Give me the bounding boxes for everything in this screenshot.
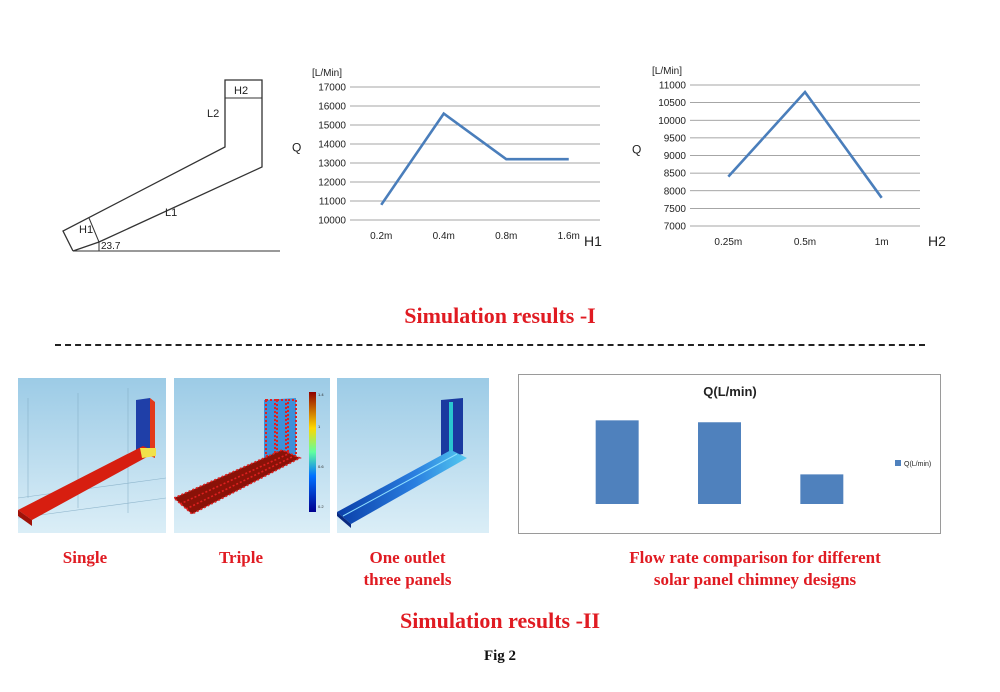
- y-axis-label: Q: [292, 141, 301, 155]
- caption-single: Single: [62, 548, 108, 567]
- h2-label: H2: [234, 85, 248, 97]
- simulation-results-2-title: Simulation results -II: [399, 608, 601, 633]
- y-tick-label: 7000: [664, 222, 687, 233]
- h1-label: H1: [79, 224, 93, 236]
- l1-label: L1: [165, 207, 177, 219]
- y-unit-label: [L/Min]: [312, 68, 342, 79]
- y-tick-label: 8000: [664, 186, 687, 197]
- bar: [595, 420, 639, 504]
- caption-flow-rate: Flow rate comparison for different solar…: [560, 547, 950, 591]
- y-unit-label: [L/Min]: [652, 66, 682, 77]
- chart-flow-rate-bar: 05000100001500020000250003000035000singl…: [518, 374, 941, 534]
- y-tick-label: 11000: [659, 81, 687, 92]
- simulation-image-single: [18, 378, 166, 533]
- x-tick-label: 0.2m: [370, 231, 392, 242]
- y-tick-label: 13000: [318, 159, 346, 170]
- caption-flow-rate-line2: solar panel chimney designs: [653, 570, 857, 589]
- y-tick-label: 9500: [664, 133, 687, 144]
- schematic-outline: [62, 79, 263, 252]
- x-tick-label: 1.6m: [558, 231, 580, 242]
- caption-one-outlet-line2: three panels: [363, 570, 452, 589]
- simulation-image-triple: 1.4 1 0.6 0.2: [174, 378, 330, 533]
- y-tick-label: 9000: [664, 151, 687, 162]
- legend-swatch: [895, 460, 901, 466]
- y-axis-label: Q: [632, 143, 641, 157]
- caption-one-outlet: One outlet three panels: [340, 547, 475, 591]
- simulation-image-one-outlet: [337, 378, 489, 533]
- series-line: [380, 111, 569, 206]
- y-tick-label: 10000: [318, 216, 346, 227]
- bar: [800, 474, 844, 504]
- y-tick-label: 11000: [319, 197, 347, 208]
- svg-text:1: 1: [318, 424, 321, 429]
- chart-q-vs-h2: 7000 7500 8000 8500 9000 9500 10000 10500 11000 0…: [632, 66, 946, 249]
- simulation-results-1-title: Simulation results -I: [404, 303, 596, 328]
- x-axis-label: H1: [584, 233, 602, 249]
- chimney-schematic: H2 L2 L1 H1 23.7: [62, 79, 280, 252]
- y-tick-label: 14000: [318, 140, 346, 151]
- legend-label: Q(L/min): [904, 461, 931, 468]
- svg-text:0.2: 0.2: [318, 504, 324, 509]
- caption-triple: Triple: [218, 548, 264, 567]
- svg-text:0.6: 0.6: [318, 464, 324, 469]
- x-axis-label: H2: [928, 233, 946, 249]
- y-tick-label: 12000: [318, 178, 346, 189]
- x-tick-label: 0.8m: [495, 231, 517, 242]
- y-tick-label: 7500: [664, 204, 687, 215]
- y-tick-label: 8500: [664, 169, 687, 180]
- bar: [698, 422, 741, 504]
- x-tick-label: 0.25m: [714, 237, 742, 248]
- figure-label: Fig 2: [483, 648, 517, 664]
- l2-label: L2: [207, 108, 219, 120]
- series-line: [727, 89, 883, 199]
- h1-divider: [88, 217, 100, 243]
- caption-one-outlet-line1: One outlet: [369, 548, 446, 567]
- x-tick-label: 0.4m: [433, 231, 455, 242]
- svg-text:1.4: 1.4: [318, 392, 324, 397]
- angle-label: 23.7: [101, 241, 121, 252]
- chart-q-vs-h1: 10000 11000 12000 13000 14000 15000 16000 17000…: [292, 68, 602, 249]
- y-tick-label: 10000: [658, 116, 686, 127]
- y-tick-label: 17000: [318, 83, 346, 94]
- y-tick-label: 16000: [318, 102, 346, 113]
- x-tick-label: 1m: [875, 237, 889, 248]
- caption-flow-rate-line1: Flow rate comparison for different: [629, 548, 881, 567]
- section-divider: [55, 344, 925, 346]
- x-tick-label: 0.5m: [794, 237, 816, 248]
- y-tick-label: 15000: [318, 121, 346, 132]
- y-tick-label: 10500: [658, 98, 686, 109]
- chart-title: Q(L/min): [703, 384, 756, 399]
